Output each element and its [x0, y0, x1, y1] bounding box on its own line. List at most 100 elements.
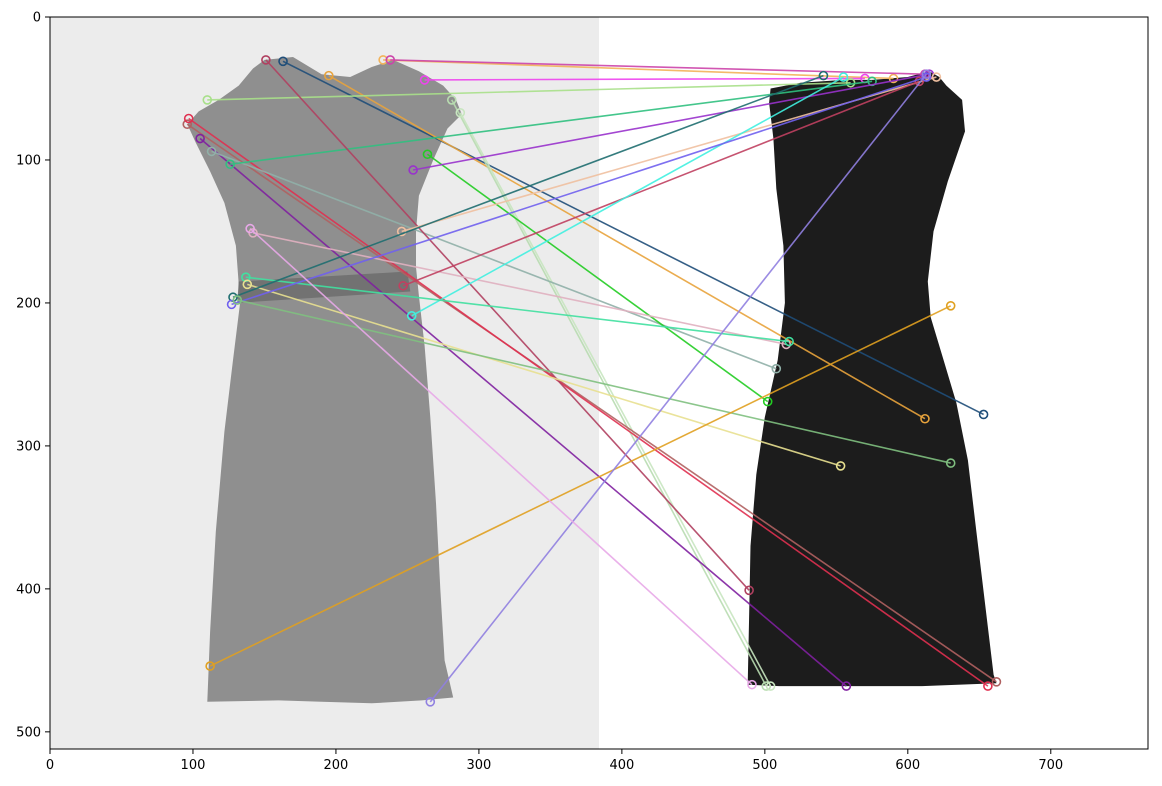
match-2	[378, 55, 899, 84]
match-line	[232, 74, 824, 298]
match-1	[323, 70, 930, 424]
match-line	[459, 112, 772, 687]
match-point-left	[425, 697, 436, 707]
match-27	[245, 223, 757, 690]
match-line	[383, 59, 894, 80]
y-tick-label: 100	[16, 153, 41, 168]
match-line	[237, 299, 951, 464]
match-point-left	[323, 70, 334, 81]
match-point-left	[278, 56, 288, 67]
match-line	[209, 305, 952, 667]
plot-area	[49, 16, 1149, 750]
x-tick-label: 0	[46, 758, 54, 773]
x-tick-label: 400	[609, 758, 634, 773]
match-point-right	[978, 409, 989, 420]
y-tick-label: 0	[33, 11, 41, 26]
plot-frame	[49, 16, 1149, 750]
y-axis: 0 100 200 300 400 500	[16, 11, 50, 740]
x-axis: 0 100 200 300 400 500 600 700	[46, 749, 1063, 773]
match-point-right	[765, 681, 776, 691]
match-point-right	[920, 413, 930, 424]
match-point-right	[747, 679, 757, 690]
match-line	[211, 150, 777, 370]
match-0	[278, 56, 989, 420]
match-point-left	[206, 146, 217, 157]
match-point-right	[818, 70, 829, 81]
match-point-right	[784, 336, 794, 347]
match-8	[182, 119, 1002, 687]
match-line	[249, 228, 753, 686]
match-point-left	[205, 661, 215, 671]
match-19	[406, 72, 849, 321]
match-point-left	[396, 226, 407, 237]
y-tick-label: 200	[16, 296, 41, 311]
match-point-left	[455, 107, 466, 118]
match-line	[426, 153, 769, 403]
match-point-left	[202, 95, 213, 105]
match-point-left	[195, 133, 205, 144]
match-line	[328, 74, 926, 420]
match-point-left	[245, 223, 255, 234]
match-line	[199, 137, 847, 687]
match-23	[226, 72, 932, 310]
match-line	[207, 81, 851, 101]
match-point-left	[385, 55, 396, 65]
match-point-right	[841, 681, 852, 691]
match-line	[412, 73, 930, 171]
match-point-right	[835, 461, 846, 471]
match-point-right	[983, 681, 993, 691]
match-26	[425, 69, 932, 707]
match-7	[455, 107, 776, 691]
match-14	[422, 149, 773, 407]
x-tick-label: 700	[1038, 758, 1063, 773]
match-24	[232, 295, 956, 468]
match-point-left	[378, 55, 388, 65]
match-line	[429, 73, 928, 703]
y-tick-label: 300	[16, 439, 41, 454]
x-tick-label: 200	[324, 758, 349, 773]
match-point-left	[183, 113, 194, 124]
match-21	[242, 279, 846, 471]
match-line	[282, 60, 984, 416]
match-line	[402, 80, 920, 287]
x-tick-label: 600	[895, 758, 920, 773]
x-tick-label: 100	[181, 758, 206, 773]
match-lines	[182, 55, 1002, 707]
match-point-right	[945, 458, 956, 468]
match-point-left	[422, 149, 433, 160]
match-line	[186, 123, 997, 683]
match-point-right	[744, 585, 754, 596]
match-point-right	[845, 77, 856, 88]
match-point-left	[408, 165, 418, 175]
match-line	[247, 283, 841, 467]
x-tick-label: 300	[466, 758, 491, 773]
match-line	[245, 276, 790, 343]
match-13	[261, 55, 754, 596]
match-point-left	[232, 295, 243, 305]
match-25	[205, 300, 956, 671]
match-point-right	[838, 72, 849, 82]
match-9	[183, 113, 993, 691]
match-line	[188, 117, 989, 687]
match-line	[411, 76, 844, 317]
match-line	[231, 76, 927, 306]
match-point-right	[762, 396, 773, 407]
match-point-right	[921, 69, 932, 79]
match-point-left	[225, 159, 235, 170]
y-tick-label: 400	[16, 582, 41, 597]
match-point-left	[261, 55, 271, 65]
match-5	[202, 77, 856, 105]
match-line	[230, 80, 873, 166]
match-10	[195, 133, 852, 691]
match-line	[265, 59, 750, 591]
match-line	[451, 99, 767, 687]
match-point-left	[398, 280, 408, 291]
match-point-left	[182, 119, 193, 130]
match-point-left	[406, 311, 417, 321]
match-point-left	[419, 75, 430, 85]
match-point-right	[771, 363, 782, 374]
match-point-left	[242, 279, 253, 290]
right-dress-shape	[747, 71, 997, 687]
dress-layer	[187, 57, 997, 704]
